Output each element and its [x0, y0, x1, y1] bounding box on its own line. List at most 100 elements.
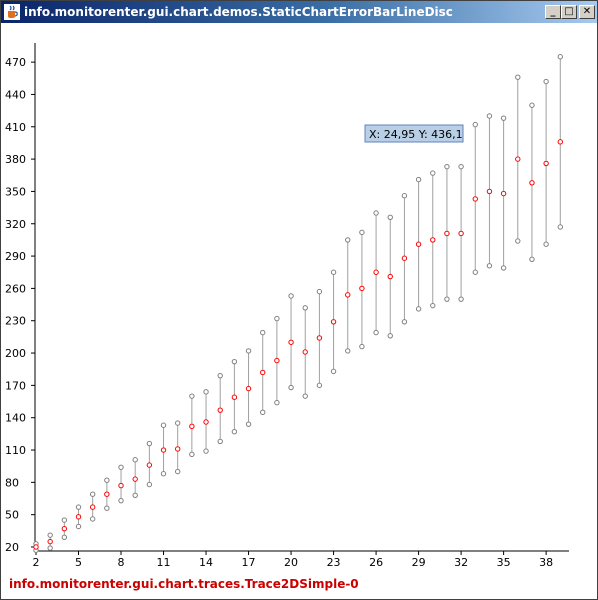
title-bar[interactable]: info.monitorenter.gui.chart.demos.Static…	[1, 1, 597, 23]
data-point[interactable]	[330, 319, 337, 325]
x-tick-label: 17	[242, 556, 256, 569]
error-bar-upper-marker	[175, 420, 181, 426]
data-point[interactable]	[75, 514, 82, 520]
error-bar-lower-marker	[146, 481, 153, 488]
data-point[interactable]	[373, 269, 379, 275]
y-tick-label: 470	[5, 56, 26, 69]
data-point[interactable]	[316, 335, 323, 341]
x-tick-label: 5	[75, 556, 82, 569]
y-tick-label: 320	[5, 218, 26, 231]
data-point[interactable]	[529, 180, 535, 186]
error-bar-lower-marker	[486, 263, 493, 269]
error-bar-lower-marker	[387, 333, 393, 339]
data-point[interactable]	[543, 160, 549, 167]
data-point[interactable]	[359, 285, 365, 292]
error-bar-lower-marker	[401, 319, 408, 325]
data-point[interactable]	[160, 447, 167, 453]
error-bar-lower-marker	[75, 523, 82, 530]
y-tick-label: 350	[5, 185, 26, 198]
minimize-button[interactable]: _	[545, 5, 561, 19]
x-tick-label: 8	[118, 556, 125, 569]
close-button[interactable]: ✕	[579, 5, 595, 19]
data-point[interactable]	[245, 385, 252, 392]
error-bar-upper-marker	[472, 121, 478, 128]
y-tick-label: 200	[5, 347, 26, 360]
error-bar-upper-marker	[189, 393, 195, 399]
error-bar-lower-marker	[500, 265, 507, 271]
data-point[interactable]	[47, 538, 53, 545]
data-point[interactable]	[260, 369, 266, 376]
error-bar-upper-marker	[146, 440, 153, 447]
data-point[interactable]	[458, 230, 464, 237]
data-point[interactable]	[203, 419, 209, 425]
data-point[interactable]	[231, 394, 238, 400]
error-bar-lower-marker	[430, 302, 436, 309]
error-bar-upper-marker	[118, 464, 124, 470]
error-bar-lower-marker	[302, 393, 308, 399]
error-bar-upper-marker	[203, 389, 209, 395]
error-bar-upper-marker	[415, 176, 422, 183]
window-title: info.monitorenter.gui.chart.demos.Static…	[24, 5, 453, 19]
data-point[interactable]	[472, 196, 478, 202]
error-bar-upper-marker	[260, 329, 266, 336]
error-bar-lower-marker	[118, 497, 124, 504]
error-bar-upper-marker	[47, 532, 53, 538]
x-tick-label: 35	[497, 556, 511, 569]
y-tick-label: 410	[5, 121, 26, 134]
data-point[interactable]	[500, 190, 507, 197]
error-bar-upper-marker	[458, 163, 464, 170]
data-point[interactable]	[118, 482, 124, 489]
data-point[interactable]	[430, 237, 436, 243]
data-point[interactable]	[175, 446, 181, 452]
chart-canvas[interactable]: 20 50 80 110 140 170 200 230 260 290 320 350 380 410 4…	[1, 23, 597, 576]
data-point[interactable]	[486, 188, 493, 195]
error-bar-lower-marker	[203, 448, 209, 454]
data-point[interactable]	[515, 156, 521, 162]
data-point[interactable]	[189, 423, 195, 430]
error-bar-upper-marker	[345, 237, 351, 243]
y-tick-label: 380	[5, 153, 26, 166]
error-bar-upper-marker	[231, 358, 238, 365]
error-bar-upper-marker	[401, 193, 408, 199]
x-tick-label: 2	[33, 556, 40, 569]
error-bar-upper-marker	[515, 74, 521, 80]
error-bar-upper-marker	[387, 214, 393, 220]
error-bar-upper-marker	[529, 102, 535, 108]
error-bar-upper-marker	[444, 163, 450, 170]
error-bar-lower-marker	[345, 348, 351, 354]
data-point[interactable]	[104, 491, 110, 497]
data-point[interactable]	[33, 544, 39, 550]
data-point[interactable]	[401, 255, 408, 261]
data-point[interactable]	[557, 139, 563, 145]
data-point[interactable]	[132, 476, 138, 482]
data-point[interactable]	[61, 525, 68, 532]
data-point[interactable]	[217, 407, 223, 413]
x-tick-label: 20	[284, 556, 298, 569]
error-bar-upper-marker	[132, 457, 138, 463]
error-bar-lower-marker	[444, 296, 450, 302]
data-point[interactable]	[288, 339, 294, 345]
error-bar-lower-marker	[245, 421, 252, 427]
y-tick-label: 260	[5, 282, 26, 295]
data-point[interactable]	[89, 504, 96, 510]
x-tick-label: 32	[454, 556, 468, 569]
error-bar-upper-marker	[486, 113, 493, 119]
data-point[interactable]	[302, 349, 308, 355]
data-point[interactable]	[146, 462, 153, 468]
data-point[interactable]	[387, 273, 393, 280]
data-point[interactable]	[274, 357, 280, 364]
error-bar-upper-marker	[160, 422, 167, 428]
y-tick-label: 20	[5, 541, 19, 554]
java-cup-icon	[4, 4, 20, 20]
error-bar-upper-marker	[316, 288, 323, 295]
error-bar-lower-marker	[472, 269, 478, 275]
data-point[interactable]	[415, 241, 422, 247]
data-point[interactable]	[345, 292, 351, 298]
data-point[interactable]	[444, 230, 450, 237]
y-tick-label: 230	[5, 315, 26, 328]
chart-panel[interactable]: 20 50 80 110 140 170 200 230 260 290 320 350 380 410 4…	[1, 23, 597, 576]
error-bar-lower-marker	[89, 516, 96, 522]
error-bar-lower-marker	[359, 343, 365, 350]
x-tick-label: 14	[199, 556, 213, 569]
maximize-button[interactable]: □	[561, 5, 577, 19]
